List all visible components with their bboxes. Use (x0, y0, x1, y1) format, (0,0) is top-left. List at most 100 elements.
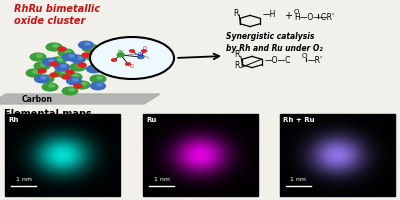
Circle shape (62, 87, 78, 95)
Text: Carbon: Carbon (22, 95, 53, 104)
Circle shape (89, 45, 94, 48)
Circle shape (66, 77, 82, 85)
Text: 1 nm: 1 nm (16, 177, 32, 182)
Circle shape (78, 41, 94, 49)
Text: Rh: Rh (118, 50, 124, 55)
Circle shape (38, 75, 54, 83)
Text: 1 nm: 1 nm (154, 177, 170, 182)
Circle shape (112, 59, 116, 61)
Circle shape (69, 54, 74, 57)
Bar (143, 114, 258, 196)
Circle shape (142, 50, 146, 52)
Circle shape (62, 75, 70, 79)
Text: Rh: Rh (8, 117, 18, 123)
Circle shape (26, 69, 42, 77)
Circle shape (98, 64, 114, 72)
Circle shape (90, 82, 106, 90)
Circle shape (70, 63, 86, 71)
Circle shape (130, 50, 134, 52)
Circle shape (69, 88, 74, 91)
Circle shape (126, 63, 130, 65)
Circle shape (105, 58, 110, 60)
Circle shape (97, 84, 102, 86)
Circle shape (66, 70, 74, 74)
Circle shape (106, 56, 114, 60)
Circle shape (74, 81, 90, 89)
Circle shape (50, 73, 58, 77)
Text: R: R (233, 9, 238, 18)
Circle shape (46, 43, 62, 51)
Text: O: O (143, 46, 147, 51)
Circle shape (54, 63, 70, 71)
Circle shape (70, 55, 86, 63)
Text: 1 nm: 1 nm (290, 177, 306, 182)
Circle shape (41, 63, 46, 66)
Circle shape (58, 47, 66, 51)
Circle shape (37, 54, 42, 57)
Circle shape (66, 73, 82, 81)
Text: Elemental maps: Elemental maps (4, 109, 92, 119)
Circle shape (61, 64, 66, 67)
Circle shape (105, 65, 110, 68)
Text: Ru: Ru (138, 52, 144, 57)
Circle shape (82, 53, 90, 57)
Circle shape (33, 70, 38, 73)
Bar (280, 114, 395, 196)
Circle shape (77, 64, 82, 67)
Circle shape (57, 58, 62, 61)
Circle shape (50, 57, 66, 65)
Circle shape (82, 44, 98, 52)
Circle shape (94, 46, 110, 54)
Circle shape (90, 51, 98, 55)
Circle shape (77, 56, 82, 59)
Text: R: R (234, 61, 239, 70)
Circle shape (78, 63, 86, 67)
Text: Rh + Ru: Rh + Ru (283, 117, 315, 123)
Polygon shape (0, 94, 160, 104)
Circle shape (49, 84, 54, 87)
Circle shape (53, 44, 58, 47)
Circle shape (90, 37, 174, 79)
Circle shape (117, 53, 124, 57)
Circle shape (50, 62, 58, 66)
Circle shape (30, 53, 46, 61)
Circle shape (73, 74, 78, 77)
Text: O: O (294, 9, 299, 15)
Circle shape (34, 62, 50, 70)
Circle shape (34, 75, 50, 83)
Circle shape (41, 76, 46, 79)
Circle shape (38, 69, 46, 73)
Circle shape (58, 49, 74, 57)
Text: +: + (284, 11, 292, 21)
Circle shape (45, 76, 50, 79)
Circle shape (86, 53, 102, 61)
Circle shape (93, 54, 98, 57)
Text: O: O (302, 53, 307, 59)
Circle shape (73, 78, 78, 81)
Circle shape (98, 56, 114, 64)
Circle shape (93, 66, 98, 69)
Circle shape (138, 55, 144, 59)
Circle shape (101, 47, 106, 50)
Text: —R': —R' (319, 13, 334, 22)
Circle shape (54, 69, 70, 77)
Circle shape (113, 71, 118, 73)
Text: O: O (130, 64, 134, 69)
Text: R: R (234, 50, 239, 59)
Circle shape (90, 75, 106, 83)
Circle shape (81, 82, 86, 85)
Text: Ru: Ru (146, 117, 156, 123)
Circle shape (85, 43, 90, 45)
Text: —O—C: —O—C (265, 56, 291, 65)
Bar (5, 114, 120, 196)
Circle shape (42, 83, 58, 91)
Circle shape (65, 50, 70, 53)
Circle shape (97, 76, 102, 79)
Text: —R': —R' (307, 56, 322, 65)
Text: RhRu bimetallic
oxide cluster: RhRu bimetallic oxide cluster (14, 4, 100, 26)
Circle shape (49, 60, 54, 62)
Text: H—O—C: H—O—C (294, 13, 326, 22)
Circle shape (62, 53, 78, 61)
Text: Synergistic catalysis
by Rh and Ru under O₂: Synergistic catalysis by Rh and Ru under… (226, 32, 323, 53)
Circle shape (106, 69, 122, 77)
